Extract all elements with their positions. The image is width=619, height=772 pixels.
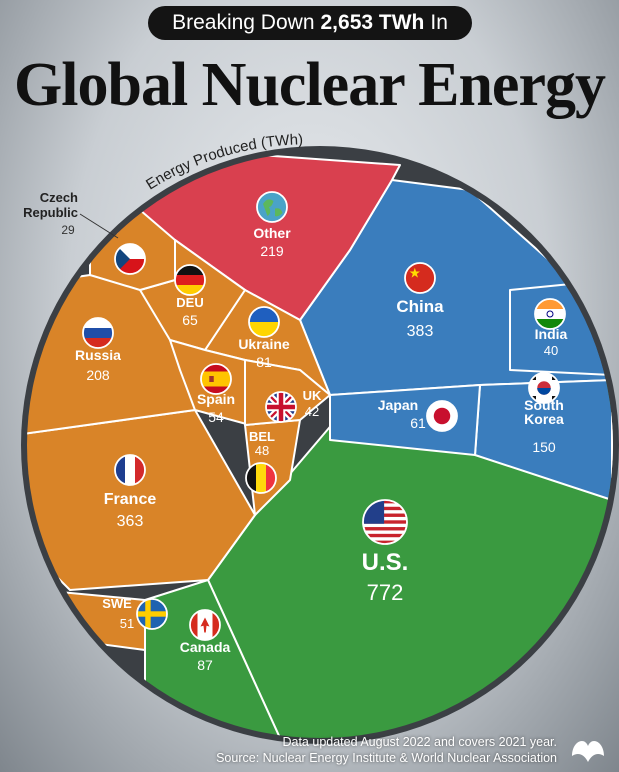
india-flag	[535, 299, 565, 329]
germany-flag	[175, 265, 205, 295]
value-bel: 48	[255, 443, 269, 458]
label-france: France	[104, 491, 157, 508]
label-deu: DEU	[176, 295, 203, 310]
subtitle-pill: Breaking Down 2,653 TWh In	[148, 6, 472, 40]
value-spain: 54	[208, 409, 224, 425]
footer-source: Source: Nuclear Energy Institute & World…	[216, 751, 557, 765]
label-india: India	[535, 326, 568, 342]
label-bel: BEL	[249, 429, 275, 444]
label-spain: Spain	[197, 391, 235, 407]
label-russia: Russia	[75, 347, 121, 363]
czech-flag	[115, 244, 145, 274]
label-swe: SWE	[102, 596, 132, 611]
russia-flag	[83, 318, 113, 348]
value-ukraine: 81	[256, 354, 272, 370]
value-south-korea: 150	[532, 439, 556, 455]
value-swe: 51	[120, 616, 134, 631]
us-flag	[363, 500, 407, 544]
footer-note: Data updated August 2022 and covers 2021…	[282, 735, 557, 749]
france-flag	[115, 455, 145, 485]
value-france: 363	[117, 513, 144, 530]
value-u-s-: 772	[367, 580, 404, 605]
value-china: 383	[407, 323, 434, 340]
pill-total-value: 2,653 TWh	[320, 11, 425, 34]
publisher-logo-icon	[572, 741, 604, 762]
pill-suffix: In	[430, 11, 448, 34]
label-uk: UK	[303, 388, 322, 403]
value-deu: 65	[182, 312, 198, 328]
footer: Data updated August 2022 and covers 2021…	[216, 734, 557, 766]
page-title: Global Nuclear Energy	[14, 51, 606, 119]
ukraine-flag	[249, 307, 279, 337]
belgium-flag	[246, 463, 276, 493]
label-czech-republic: Czech Republic	[23, 190, 78, 220]
czech-callout-line	[79, 213, 119, 239]
label-ukraine: Ukraine	[238, 336, 290, 352]
value-india: 40	[544, 343, 558, 358]
pill-prefix: Breaking Down	[172, 11, 315, 34]
value-canada: 87	[197, 657, 213, 673]
label-canada: Canada	[180, 639, 231, 655]
label-south-korea: South Korea	[524, 397, 564, 427]
label-other: Other	[253, 225, 291, 241]
value-czech-republic: 29	[61, 223, 75, 237]
spain-flag	[201, 364, 231, 394]
value-russia: 208	[86, 367, 110, 383]
svg-text:★: ★	[409, 265, 421, 281]
value-other: 219	[260, 243, 284, 259]
label-japan: Japan	[378, 397, 418, 413]
label-china: China	[396, 297, 444, 316]
label-u-s-: U.S.	[362, 549, 409, 576]
value-japan: 61	[410, 415, 426, 431]
canada-flag	[190, 610, 220, 640]
value-uk: 42	[305, 404, 319, 419]
